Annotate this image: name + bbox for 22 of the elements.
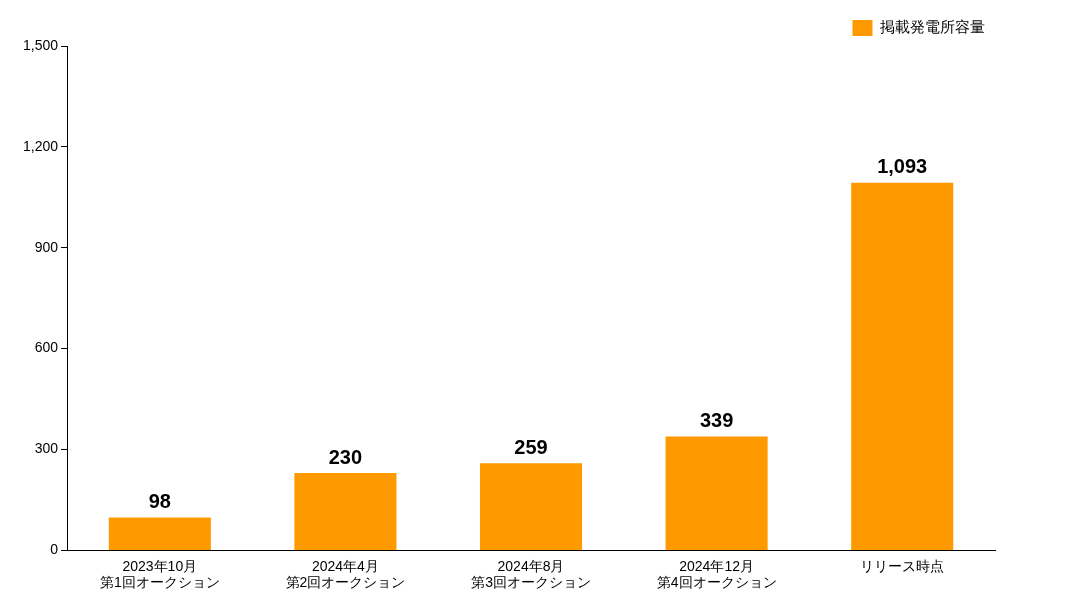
y-tick-label: 0 <box>50 541 59 558</box>
text: 259 <box>514 435 548 458</box>
text: 1,093 <box>877 155 928 178</box>
bar <box>294 473 397 550</box>
y-tick-label: 1,500 <box>22 36 59 53</box>
text: 98 <box>148 489 171 512</box>
x-tick-label: 2024年4月第2回オークション <box>285 557 406 591</box>
y-tick-label: 900 <box>34 238 59 255</box>
bar <box>479 463 583 550</box>
x-tick-label: 2024年8月第3回オークション <box>471 557 591 591</box>
bar <box>665 436 768 550</box>
y-tick-label: 300 <box>34 440 59 457</box>
text: 339 <box>699 408 734 431</box>
y-tick-label: 600 <box>34 339 59 356</box>
x-tick-label: 2023年10月第1回オークション <box>99 557 220 591</box>
bar <box>851 182 954 550</box>
x-tick-label: 2024年12月第4回オークション <box>656 557 777 591</box>
text: 230 <box>328 445 363 468</box>
bar <box>108 517 211 550</box>
legend-label: 掲載発電所容量 <box>880 18 985 36</box>
y-tick-label: 1,200 <box>22 137 59 154</box>
x-tick-label: リリース時点 <box>860 557 945 574</box>
